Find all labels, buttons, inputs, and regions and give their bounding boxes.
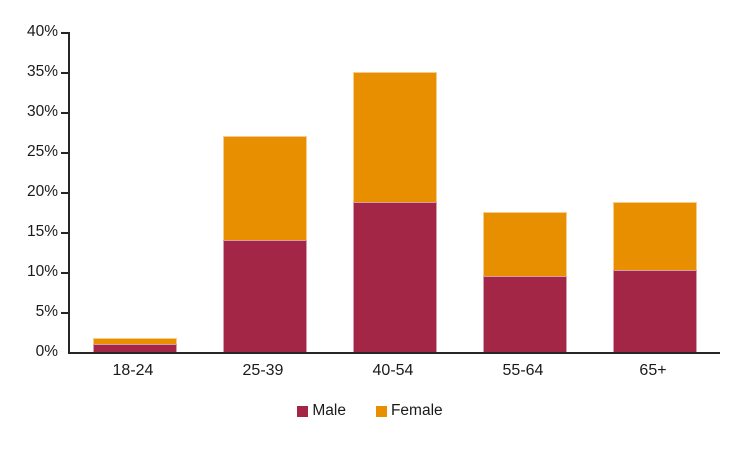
bar-series-container <box>70 32 720 352</box>
y-axis-tick-mark <box>61 232 68 234</box>
legend-swatch-female <box>375 405 387 417</box>
bar-slot-25-39 <box>200 32 330 352</box>
y-axis-tick-label: 0% <box>35 343 58 360</box>
y-axis-tick-mark <box>61 192 68 194</box>
bar-stack-55-64 <box>483 212 567 352</box>
y-axis-tick-mark <box>61 152 68 154</box>
legend: Male Female <box>0 402 740 420</box>
y-axis-tick-label: 15% <box>26 223 58 240</box>
x-axis-label-55-64: 55-64 <box>502 362 544 379</box>
bar-segment-female-18-24 <box>93 337 177 344</box>
x-axis-label-25-39: 25-39 <box>242 362 284 379</box>
bar-stack-65+ <box>613 201 697 352</box>
plot-area <box>68 32 720 354</box>
y-axis-tick-label: 25% <box>26 143 58 160</box>
y-axis-tick-mark <box>61 112 68 114</box>
y-axis-tick-label: 35% <box>26 63 58 80</box>
bar-stack-25-39 <box>223 136 307 352</box>
bar-segment-female-25-39 <box>223 136 307 240</box>
bar-segment-female-65+ <box>613 201 697 271</box>
y-axis-tick-label: 20% <box>26 183 58 200</box>
bar-slot-18-24 <box>70 32 200 352</box>
legend-item-male: Male <box>297 402 346 420</box>
y-axis-tick-label: 5% <box>35 303 58 320</box>
bar-segment-female-55-64 <box>483 212 567 276</box>
y-axis-tick-mark <box>61 72 68 74</box>
y-axis-tick-label: 10% <box>26 263 58 280</box>
bar-segment-female-40-54 <box>353 72 437 202</box>
bar-stack-18-24 <box>93 337 177 352</box>
bar-segment-male-55-64 <box>483 276 567 352</box>
bar-segment-male-40-54 <box>353 201 437 352</box>
bar-segment-male-18-24 <box>93 344 177 352</box>
bar-stack-40-54 <box>353 72 437 352</box>
y-axis-tick-label: 40% <box>26 23 58 40</box>
legend-label-female: Female <box>390 402 443 419</box>
bar-slot-40-54 <box>330 32 460 352</box>
x-axis-label-18-24: 18-24 <box>112 362 154 379</box>
bar-segment-male-65+ <box>613 270 697 352</box>
x-axis-category-labels: 18-24 25-39 40-54 55-64 65+ <box>68 362 718 380</box>
legend-label-male: Male <box>312 402 346 419</box>
x-axis-label-65+: 65+ <box>639 362 667 379</box>
bar-slot-65+ <box>590 32 720 352</box>
y-axis-tick-mark <box>61 312 68 314</box>
legend-swatch-male <box>297 405 309 417</box>
y-axis-tick-label: 30% <box>26 103 58 120</box>
x-axis-label-40-54: 40-54 <box>372 362 414 379</box>
bar-slot-55-64 <box>460 32 590 352</box>
legend-item-female: Female <box>375 402 443 420</box>
y-axis-tick-mark <box>61 272 68 274</box>
bar-segment-male-25-39 <box>223 240 307 352</box>
y-axis-tick-mark <box>61 32 68 34</box>
